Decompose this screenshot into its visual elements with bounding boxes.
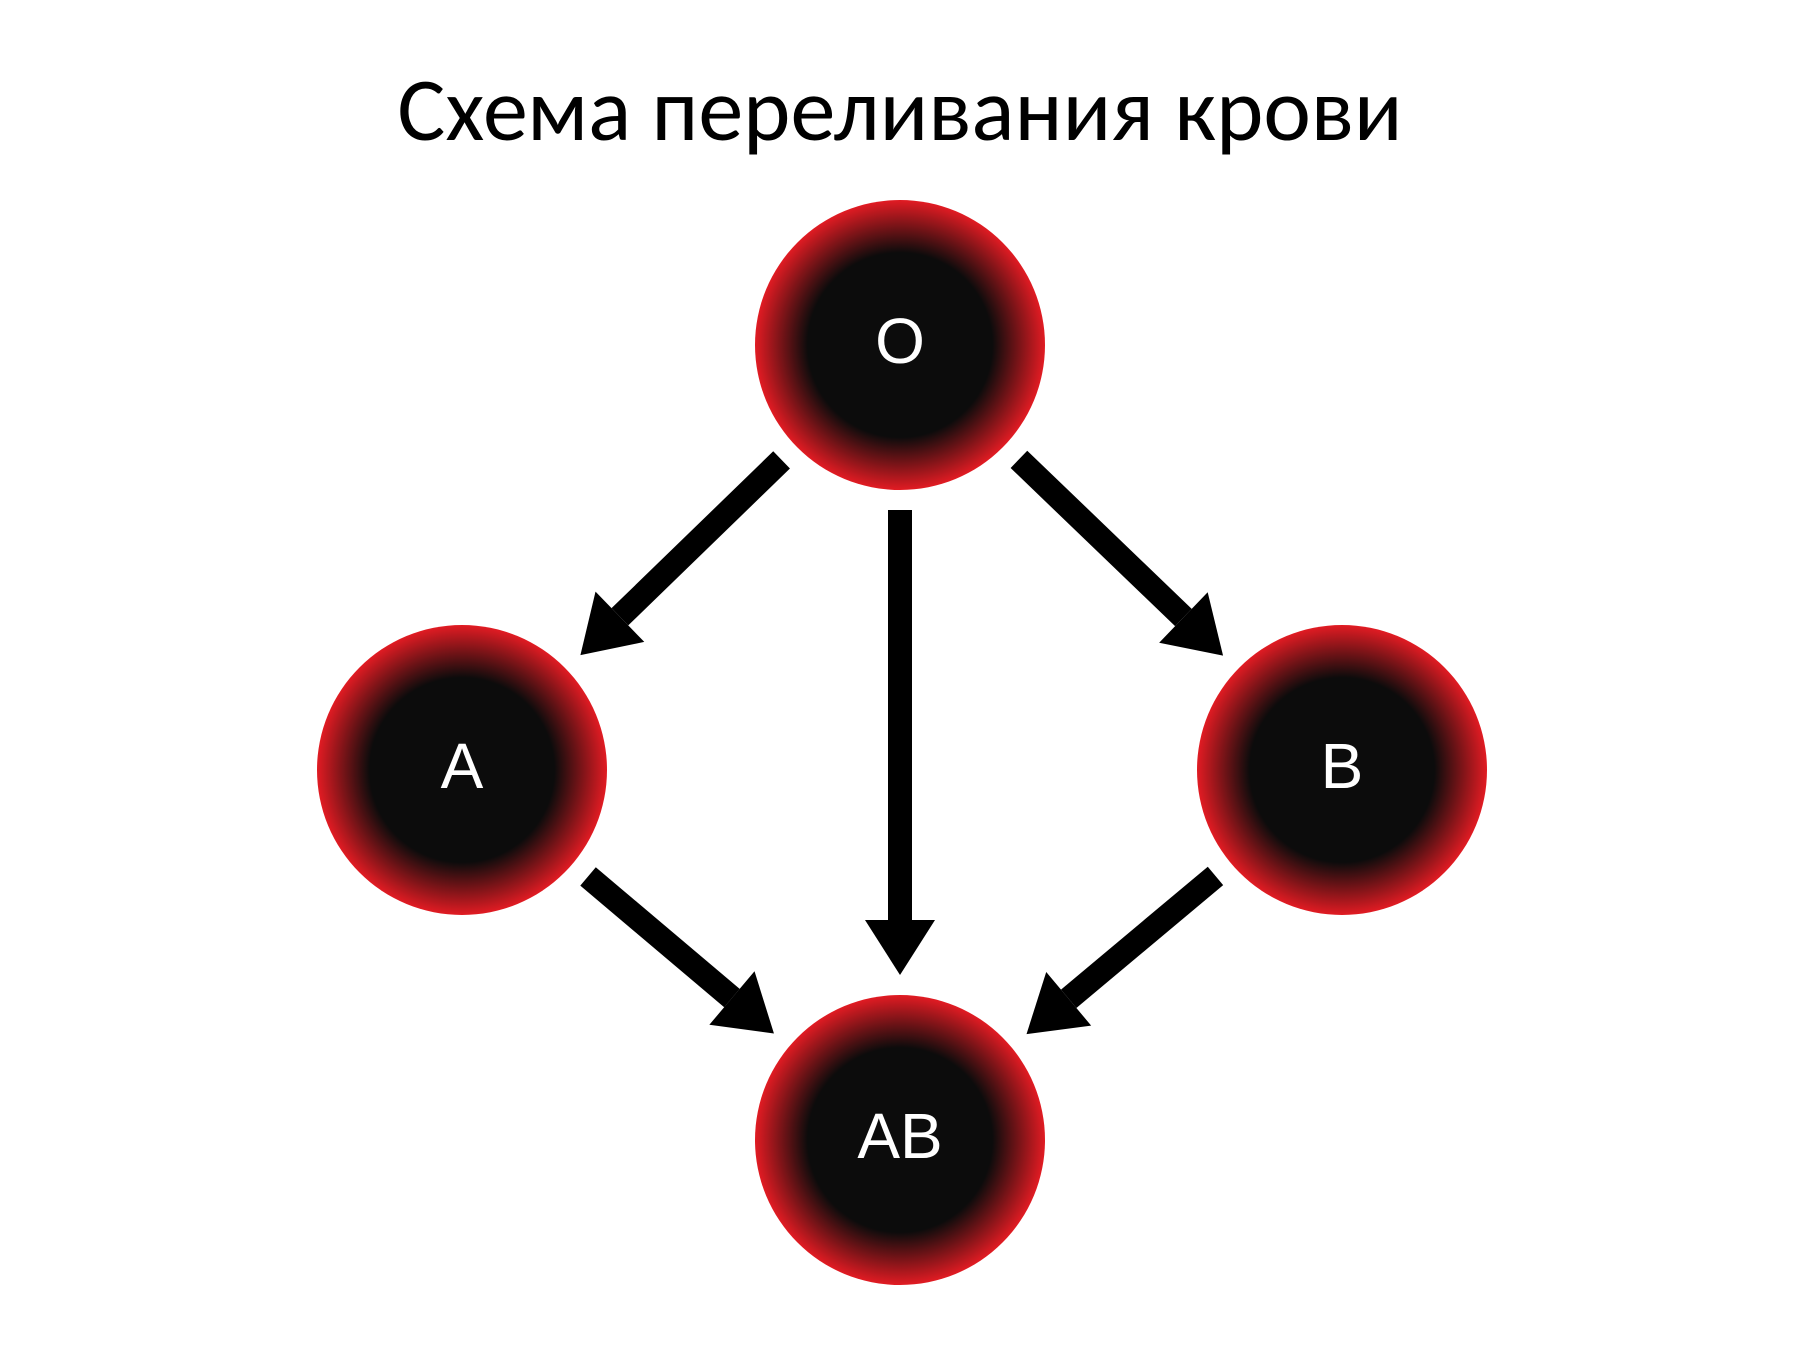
arrow-shaft-O-B <box>1019 459 1183 617</box>
arrow-head-O-AB <box>865 920 935 975</box>
node-AB: AB <box>755 995 1045 1285</box>
arrow-shaft-O-A <box>620 460 782 617</box>
node-label-B: B <box>1321 729 1364 803</box>
node-O: O <box>755 200 1045 490</box>
node-label-AB: AB <box>857 1099 942 1173</box>
node-B: B <box>1197 625 1487 915</box>
node-label-A: A <box>441 729 484 803</box>
node-label-O: O <box>875 304 925 378</box>
node-A: A <box>317 625 607 915</box>
arrow-shaft-B-AB <box>1069 876 1216 999</box>
arrow-shaft-A-AB <box>588 876 732 998</box>
